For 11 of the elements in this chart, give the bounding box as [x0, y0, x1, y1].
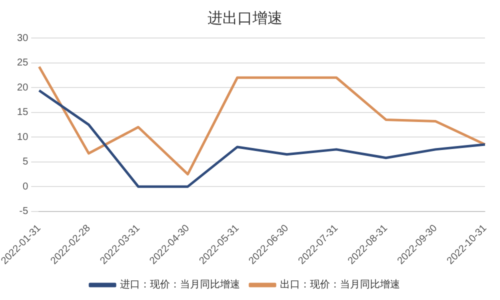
y-tick-label: 15: [17, 107, 29, 118]
y-tick-label: -5: [19, 206, 29, 218]
legend-label: 出口：现价：当月同比增速: [280, 278, 400, 291]
y-tick-label: 10: [17, 132, 29, 143]
y-tick-label: 20: [17, 82, 29, 94]
y-tick-label: 5: [22, 156, 29, 168]
legend-label: 进口：现价：当月同比增速: [120, 278, 240, 291]
y-tick-label: 30: [17, 32, 29, 44]
chart-title: 进出口增速: [208, 8, 282, 27]
y-tick-label: 25: [17, 58, 29, 69]
y-tick-label: 0: [22, 181, 29, 192]
